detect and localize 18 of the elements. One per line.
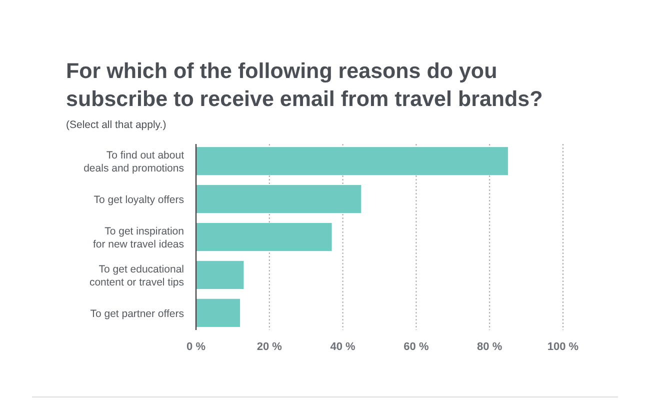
- x-tick-label: 100 %: [547, 341, 579, 353]
- x-tick-label: 40 %: [330, 341, 356, 353]
- bar: [196, 184, 362, 214]
- bar: [196, 298, 240, 327]
- bar: [196, 147, 508, 176]
- bar: [196, 260, 244, 290]
- y-tick-label: To find out about deals and promotions: [84, 150, 184, 175]
- x-tick-label: 0 %: [186, 341, 206, 353]
- x-tick-label: 20 %: [256, 341, 282, 353]
- chart-subtitle: (Select all that apply.): [66, 119, 166, 131]
- y-tick-label: To get educational content or travel tips: [89, 263, 184, 288]
- chart-title: For which of the following reasons do you subscribe to receive email from travel brands?: [66, 59, 543, 111]
- x-tick-label: 80 %: [477, 341, 502, 353]
- y-tick-label: To get inspiration for new travel ideas: [92, 226, 184, 250]
- y-tick-label: To get loyalty offers: [94, 194, 184, 206]
- bar: [196, 222, 332, 252]
- x-tick-label: 60 %: [404, 341, 429, 353]
- y-tick-label: To get partner offers: [90, 308, 184, 320]
